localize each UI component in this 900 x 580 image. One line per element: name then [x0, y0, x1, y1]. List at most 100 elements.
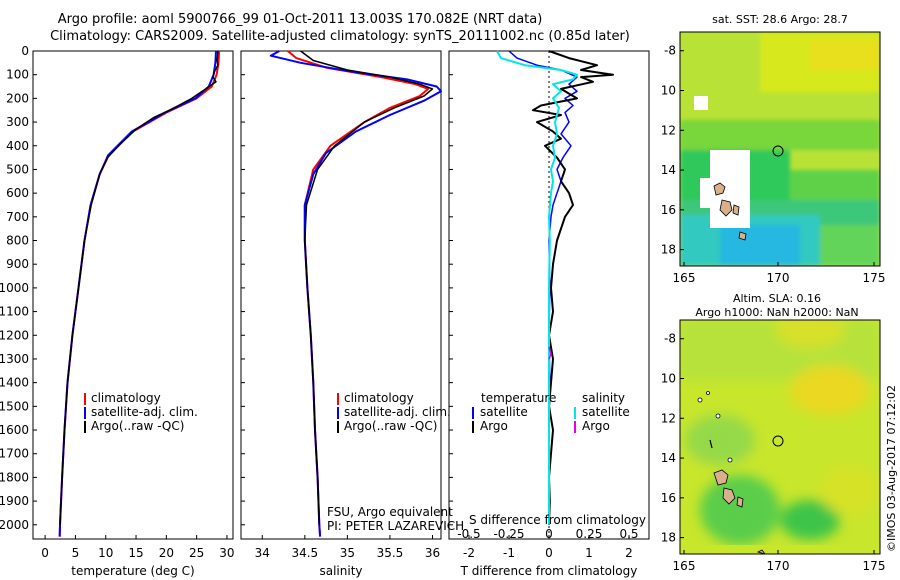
sla-map-title-1: Altim. SLA: 0.16	[733, 292, 821, 305]
pressure-tick-label: 1600	[0, 423, 29, 437]
sst-field	[680, 32, 880, 266]
map-y-tick-label: -8	[664, 332, 676, 346]
x-tick-label: 5	[72, 546, 80, 560]
sst-y-axis: -8 -10 -12 -14 -16 -18	[660, 44, 684, 257]
pressure-tick-label: 1100	[0, 305, 29, 319]
x-tick-label: 30	[219, 546, 234, 560]
series-line-argo-raw-qc-	[59, 50, 219, 525]
legend-label-climatology: climatology	[91, 391, 161, 405]
legend-header-temperature: temperature	[481, 391, 556, 405]
pressure-tick-label: 300	[6, 115, 29, 129]
s-tick-label: 0	[545, 527, 553, 541]
x-tick-label: 36	[425, 546, 440, 560]
legend-label-s-argo: Argo	[582, 419, 610, 433]
pressure-tick-label: 1200	[0, 328, 29, 342]
plot-title-line-2: Climatology: CARS2009. Satellite-adjuste…	[50, 29, 630, 44]
series-line-climatology	[58, 50, 221, 537]
sla-map-title-2: Argo h1000: NaN h2000: NaN	[695, 306, 858, 319]
x-tick-label: 35.5	[377, 546, 404, 560]
pressure-tick-label: 1700	[0, 447, 29, 461]
map-x-tick-label: 165	[673, 271, 696, 285]
pressure-tick-label: 600	[6, 186, 29, 200]
temperature-legend: climatology satellite-adj. clim. Argo(..…	[84, 391, 198, 433]
difference-panel: -2 -1 0 1 2 -0.5 -0.25 0 0.25 0.5 temperature sal…	[448, 50, 650, 578]
s-difference-label: S difference from climatology	[469, 513, 646, 527]
pressure-tick-label: 900	[6, 257, 29, 271]
map-y-tick-label: -18	[660, 243, 676, 257]
x-tick-label: -1	[503, 546, 515, 560]
legend-label-t-satellite: satellite	[480, 405, 528, 419]
sst-x-axis: 165 170 175	[673, 262, 886, 285]
sst-map-title: sat. SST: 28.6 Argo: 28.7	[712, 13, 848, 26]
legend-header-salinity: salinity	[582, 391, 625, 405]
salinity-x-label: salinity	[319, 564, 362, 578]
map-y-tick-label: -16	[660, 203, 676, 217]
legend-label-argo: Argo(..raw -QC)	[91, 419, 184, 433]
legend-label-s-satellite: satellite	[582, 405, 630, 419]
x-tick-label: 25	[189, 546, 204, 560]
sla-field	[680, 320, 880, 554]
temperature-x-axis: 0 5 10 15 20 25 30	[41, 535, 235, 560]
map-y-tick-label: -14	[660, 163, 676, 177]
map-x-tick-label: 175	[863, 271, 886, 285]
salinity-legend: climatology satellite-adj. clim. Argo(..…	[337, 391, 451, 433]
imos-timestamp: ©IMOS 03-Aug-2017 07:12:02	[885, 385, 898, 552]
difference-x-axis: -2 -1 0 1 2 -0.5 -0.25 0 0.25 0.5	[457, 527, 638, 560]
pressure-tick-label: 800	[6, 234, 29, 248]
series-line-temperature-argo	[532, 50, 614, 525]
map-y-tick-label: -16	[660, 491, 676, 505]
series-line-salinity-satellite	[496, 50, 578, 525]
sst-map: sat. SST: 28.6 Argo: 28.7 -8 -10 -12 -14 -16…	[660, 13, 886, 285]
map-x-tick-label: 170	[767, 271, 790, 285]
pressure-tick-label: 1000	[0, 281, 29, 295]
s-tick-label: -0.5	[457, 527, 480, 541]
x-tick-label: 20	[159, 546, 174, 560]
temperature-series	[58, 50, 221, 537]
map-y-tick-label: -18	[660, 531, 676, 545]
series-line-argo-raw-qc-	[300, 50, 434, 525]
t-difference-label: T difference from climatology	[460, 564, 638, 578]
pressure-tick-label: 200	[6, 91, 29, 105]
salinity-x-axis: 34 34.5 35 35.5 36	[255, 535, 440, 560]
pressure-tick-label: 2000	[0, 518, 29, 532]
x-tick-label: 2	[625, 546, 633, 560]
temperature-panel: 0100200300400500600700800900100011001200…	[0, 44, 453, 578]
map-x-tick-label: 170	[767, 559, 790, 573]
s-tick-label: -0.25	[493, 527, 524, 541]
pressure-tick-label: 0	[21, 44, 29, 58]
x-tick-label: 15	[128, 546, 143, 560]
plot-title-line-1: Argo profile: aoml 5900766_99 01-Oct-201…	[57, 12, 543, 27]
map-y-tick-label: -14	[660, 451, 676, 465]
pressure-tick-label: 100	[6, 68, 29, 82]
series-line-satellite-adj-clim-	[269, 50, 442, 537]
pressure-tick-label: 1900	[0, 494, 29, 508]
map-y-tick-label: -8	[664, 44, 676, 58]
salinity-series	[269, 50, 442, 537]
pressure-tick-label: 400	[6, 139, 29, 153]
difference-legend: temperature salinity satellite Argo sate…	[472, 391, 630, 433]
pressure-tick-label: 1500	[0, 399, 29, 413]
map-y-tick-label: -10	[660, 372, 676, 386]
map-x-tick-label: 165	[673, 559, 696, 573]
x-tick-label: -2	[463, 546, 475, 560]
series-line-satellite-adj-clim-	[58, 50, 217, 537]
series-line-salinity-argo	[548, 346, 552, 360]
map-y-tick-label: -12	[660, 411, 676, 425]
pressure-tick-label: 700	[6, 210, 29, 224]
x-tick-label: 1	[585, 546, 593, 560]
pressure-tick-label: 1800	[0, 470, 29, 484]
x-tick-label: 34.5	[291, 546, 318, 560]
legend-label-climatology: climatology	[344, 391, 414, 405]
legend-label-argo: Argo(..raw -QC)	[344, 419, 437, 433]
salinity-axes-frame	[240, 50, 442, 540]
institution-label: FSU, Argo equivalent	[327, 505, 453, 519]
salinity-panel: 34 34.5 35 35.5 36 climatology satellite-adj…	[240, 50, 464, 578]
series-line-temperature-satellite	[508, 50, 578, 525]
map-y-tick-label: -12	[660, 123, 676, 137]
difference-series	[496, 50, 614, 525]
pressure-axis: 0 100 200 300 400 500 600 700 800 900 1000 1100 1200…	[0, 44, 453, 532]
temperature-x-label: temperature (deg C)	[71, 564, 194, 578]
x-tick-label: 35	[340, 546, 355, 560]
